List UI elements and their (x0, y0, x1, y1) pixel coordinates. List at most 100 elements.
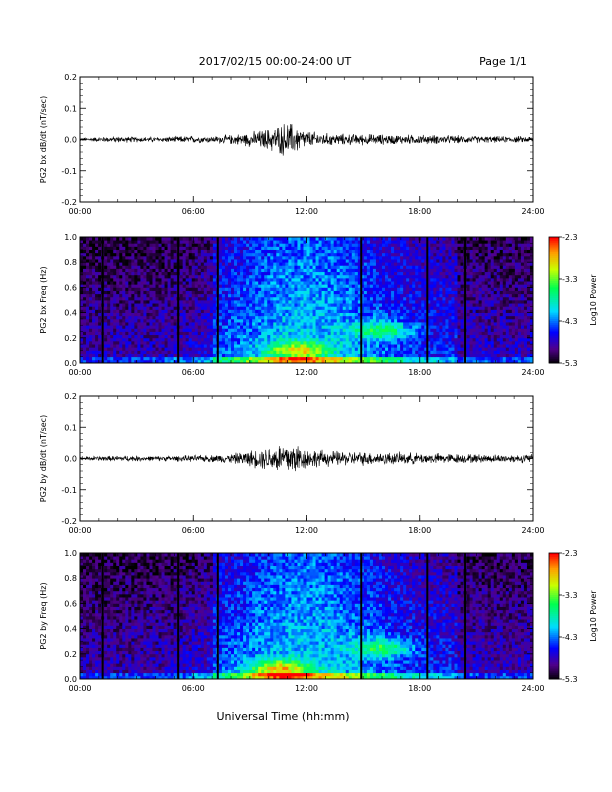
spectrogram-cell (116, 268, 120, 273)
spectrogram-cell (415, 350, 419, 354)
spectrogram-cell (339, 252, 344, 257)
spectrogram-cell (104, 262, 108, 266)
spectrogram-cell (182, 255, 187, 260)
spectrogram-cell (300, 331, 304, 336)
spectrogram-cell (312, 271, 316, 276)
spectrogram-cell (98, 240, 102, 244)
spectrogram-cell (134, 293, 138, 298)
spectrogram-cell (375, 328, 380, 332)
spectrogram-cell (291, 265, 295, 269)
spectrogram-cell (231, 255, 235, 260)
spectrogram-cell (113, 296, 117, 301)
spectrogram-cell (339, 259, 344, 263)
spectrogram-cell (348, 237, 353, 241)
spectrogram-cell (421, 293, 425, 298)
spectrogram-cell (315, 290, 319, 295)
spectrogram-cell (288, 315, 292, 320)
spectrogram-cell (128, 350, 132, 354)
spectrogram-cell (182, 347, 187, 351)
spectrogram-cell (158, 303, 162, 307)
spectrogram-cell (382, 246, 386, 250)
spectrogram-cell (321, 284, 326, 288)
spectrogram-cell (406, 318, 410, 323)
spectrogram-cell (110, 284, 114, 288)
spectrogram-cell (158, 287, 162, 291)
spectrogram-cell (116, 312, 120, 317)
spectrogram-cell (285, 325, 289, 329)
spectrogram-cell (158, 284, 162, 288)
spectrogram-cell (418, 353, 422, 358)
spectrogram-cell (363, 300, 368, 304)
spectrogram-cell (315, 265, 319, 269)
spectrogram-cell (227, 312, 232, 317)
spectrogram-cell (378, 303, 383, 307)
spectrogram-cell (86, 303, 90, 307)
spectrogram-cell (330, 281, 335, 285)
spectrogram-cell (303, 268, 307, 273)
spectrogram-cell (285, 303, 289, 307)
spectrogram-cell (131, 237, 135, 241)
spectrogram-cell (116, 353, 120, 358)
spectrogram-cell (122, 252, 126, 257)
spectrogram-cell (197, 293, 202, 298)
spectrogram-cell (234, 306, 238, 310)
spectrogram-cell (415, 274, 419, 279)
spectrogram-cell (237, 296, 241, 301)
spectrogram-cell (185, 356, 190, 361)
spectrogram-cell (354, 274, 359, 279)
spectrogram-cell (363, 284, 368, 288)
spectrogram-cell (388, 262, 392, 266)
spectrogram-cell (249, 315, 253, 320)
spectrogram-cell (342, 303, 347, 307)
spectrogram-cell (406, 356, 410, 361)
spectrogram-cell (227, 328, 232, 332)
spectrogram-cell (345, 340, 350, 345)
spectrogram-cell (282, 325, 286, 329)
spectrogram-cell (146, 243, 150, 247)
spectrogram-cell (315, 340, 319, 345)
spectrogram-cell (92, 309, 96, 313)
spectrogram-cell (442, 303, 446, 307)
spectrogram-cell (397, 353, 401, 358)
spectrogram-cell (378, 322, 383, 326)
spectrogram-cell (439, 353, 443, 358)
spectrogram-cell (255, 259, 259, 263)
spectrogram-cell (306, 344, 310, 348)
spectrogram-cell (409, 296, 413, 301)
spectrogram-cell (89, 262, 93, 266)
spectrogram-cell (231, 306, 235, 310)
spectrogram-cell (104, 337, 108, 342)
spectrogram-cell (113, 249, 117, 254)
spectrogram-cell (400, 243, 404, 247)
spectrogram-cell (185, 243, 190, 247)
spectrogram-cell (306, 240, 310, 244)
spectrogram-cell (185, 252, 190, 257)
spectrogram-cell (348, 344, 353, 348)
spectrogram-cell (279, 334, 283, 339)
spectrogram-cell (107, 344, 111, 348)
spectrogram-cell (164, 281, 168, 285)
spectrogram-cell (237, 237, 241, 241)
spectrogram-cell (385, 243, 389, 247)
spectrogram-cell (203, 331, 208, 336)
spectrogram-cell (421, 296, 425, 301)
spectrogram-cell (110, 268, 114, 273)
spectrogram-cell (409, 271, 413, 276)
spectrogram-cell (167, 344, 171, 348)
spectrogram-cell (237, 309, 241, 313)
spectrogram-cell (95, 265, 99, 269)
spectrogram-cell (385, 340, 389, 345)
spectrogram-cell (119, 293, 123, 298)
spectrogram-cell (258, 328, 262, 332)
spectrogram-cell (249, 252, 253, 257)
spectrogram-cell (330, 249, 335, 254)
spectrogram-cell (149, 315, 153, 320)
spectrogram-cell (336, 274, 341, 279)
spectrogram-cell (131, 303, 135, 307)
spectrogram-cell (212, 312, 217, 317)
spectrogram-cell (143, 277, 147, 282)
spectrogram-cell (209, 300, 214, 304)
spectrogram-cell (400, 322, 404, 326)
spectrogram-cell (291, 255, 295, 260)
spectrogram-cell (122, 284, 126, 288)
